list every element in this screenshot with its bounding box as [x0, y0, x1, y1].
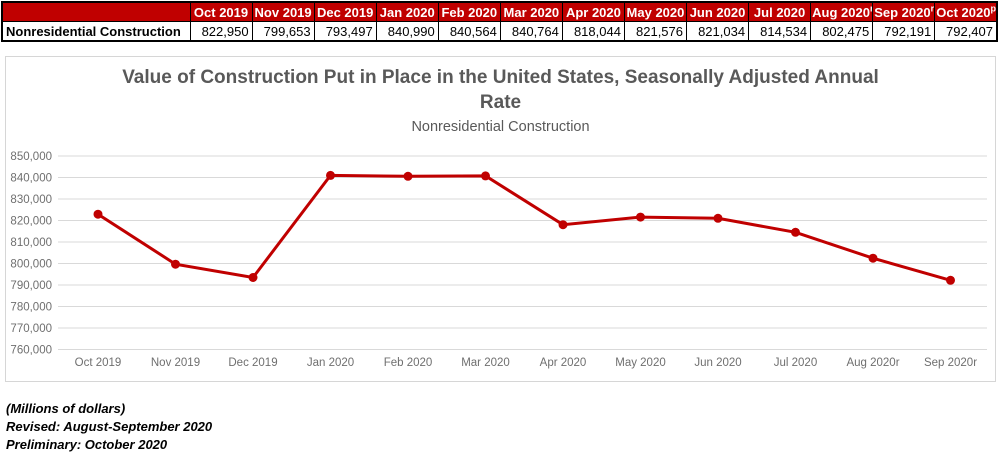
table-row: Nonresidential Construction 822,950 799,6…	[1, 21, 998, 42]
y-tick-label: 790,000	[10, 280, 52, 292]
y-tick-label: 800,000	[10, 259, 52, 271]
data-line	[97, 173, 951, 282]
y-tick-label: 830,000	[10, 194, 52, 206]
value-cell: 840,564	[437, 21, 501, 42]
table-header-row: Oct 2019 Nov 2019 Dec 2019 Jan 2020 Feb 2020…	[1, 1, 998, 22]
x-tick-label: May 2020	[615, 357, 666, 369]
x-tick-label: Oct 2019	[75, 357, 122, 369]
data-point-marker	[248, 273, 258, 282]
chart-title-line2: Rate	[479, 92, 522, 113]
x-tick-label: Jul 2020	[774, 357, 817, 369]
value-cell: 840,764	[499, 21, 563, 42]
y-tick-label: 840,000	[10, 173, 52, 185]
value-cell: 799,653	[251, 21, 315, 42]
x-tick-label: Jan 2020	[307, 357, 354, 369]
data-point-marker	[171, 259, 180, 269]
value-cell: 802,475	[810, 21, 874, 42]
month-header-cell: Nov 2019	[251, 1, 315, 22]
data-point-marker	[93, 209, 103, 219]
x-tick-label: Apr 2020	[540, 357, 587, 369]
value-cell: 818,044	[561, 21, 625, 42]
month-header-cell: Jan 2020	[375, 1, 439, 22]
chart-title-line1: Value of Construction Put in Place in th…	[122, 67, 879, 88]
y-tick-label: 810,000	[10, 237, 52, 249]
y-tick-label: 770,000	[10, 323, 52, 335]
month-header-cell: Aug 2020r	[810, 1, 874, 22]
data-point-marker	[868, 253, 878, 263]
data-point-marker	[636, 212, 645, 222]
value-cell: 793,497	[313, 21, 377, 42]
x-tick-label: Nov 2019	[151, 357, 200, 369]
footnotes: (Millions of dollars) Revised: August-Sep…	[6, 400, 212, 454]
value-cell: 792,407	[934, 21, 998, 42]
data-point-marker	[403, 171, 413, 181]
month-header-cell: Feb 2020	[437, 1, 501, 22]
x-tick-label: Dec 2019	[228, 357, 277, 369]
month-header-cell: Jul 2020	[748, 1, 812, 22]
value-cell: 840,990	[375, 21, 439, 42]
y-tick-label: 850,000	[10, 151, 52, 163]
chart-panel: Value of Construction Put in Place in th…	[5, 56, 996, 382]
line-chart: 850,000 840,000 830,000 820,000 810,000 800,0…	[10, 151, 987, 369]
footnote-line: (Millions of dollars)	[6, 401, 126, 416]
data-point-marker	[558, 220, 568, 230]
y-tick-label: 780,000	[10, 302, 52, 314]
data-point-marker	[791, 227, 800, 237]
x-tick-label: Jun 2020	[694, 357, 741, 369]
chart-subtitle: Nonresidential Construction	[411, 119, 590, 135]
x-tick-label: Sep 2020r	[924, 357, 977, 369]
y-tick-label: 760,000	[10, 345, 52, 357]
value-cell: 814,534	[748, 21, 812, 42]
month-header-cell: Apr 2020	[561, 1, 625, 22]
month-header-cell: Sep 2020r	[872, 1, 936, 22]
value-cell: 822,950	[189, 21, 253, 42]
chart-title: Value of Construction Put in Place in th…	[6, 65, 995, 115]
y-tick-label: 820,000	[10, 216, 52, 228]
x-tick-label: Mar 2020	[461, 357, 510, 369]
month-header-cell: May 2020	[623, 1, 688, 22]
month-header-cell: Oct 2019	[189, 1, 253, 22]
x-tick-label: Feb 2020	[384, 357, 433, 369]
x-tick-label: Aug 2020r	[846, 357, 899, 369]
data-point-marker	[326, 170, 335, 180]
month-header-cell: Jun 2020	[685, 1, 750, 22]
monthly-values-table: Oct 2019 Nov 2019 Dec 2019 Jan 2020 Feb 2020…	[1, 1, 998, 42]
month-header-cell: Oct 2020p	[934, 1, 998, 22]
value-cell: 821,034	[685, 21, 750, 42]
value-cell: 821,576	[623, 21, 688, 42]
data-point-marker	[713, 213, 723, 223]
month-header-cell: Mar 2020	[499, 1, 563, 22]
data-point-marker	[946, 275, 955, 285]
data-point-marker	[481, 171, 490, 181]
value-cell: 792,191	[872, 21, 936, 42]
footnote-line: Revised: August-September 2020	[6, 419, 213, 434]
row-header-cell: Nonresidential Construction	[1, 21, 191, 42]
footnote-line: Preliminary: October 2020	[6, 437, 168, 452]
month-header-cell: Dec 2019	[313, 1, 377, 22]
table-corner-cell	[1, 1, 191, 22]
